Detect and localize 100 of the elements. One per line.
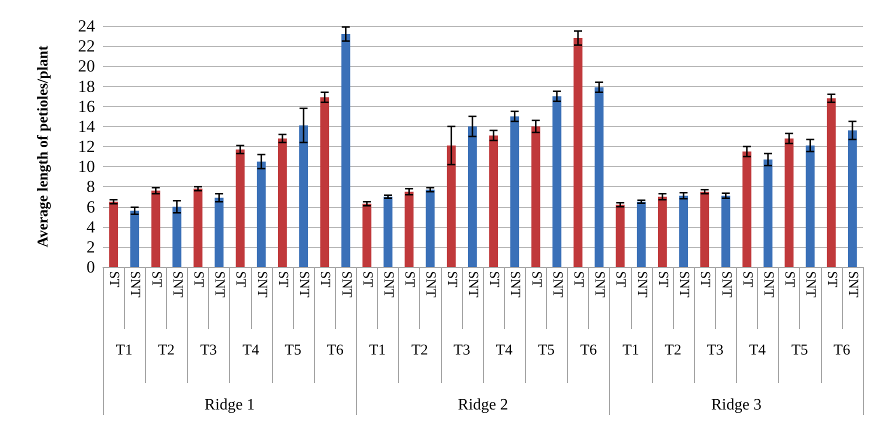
x-tick-label: SNT [549, 271, 564, 298]
x-tick-label: SNT [802, 271, 818, 298]
text: T4 [242, 342, 260, 358]
text: T1 [369, 342, 386, 358]
bar [426, 190, 435, 267]
x-tick-label: ST [148, 271, 164, 288]
bar [214, 198, 224, 267]
bar [468, 126, 477, 267]
bar [616, 204, 625, 267]
text: T6 [580, 342, 598, 358]
bar [510, 116, 520, 267]
bar [784, 138, 794, 267]
x-tick-label: SNT [676, 271, 692, 298]
x-tick-label: SNT [212, 271, 227, 298]
x-tick-label: ST [654, 271, 670, 288]
text: T1 [622, 342, 640, 358]
bar [826, 98, 836, 267]
y-tick-label: 24 [78, 16, 96, 36]
y-tick-label: 22 [78, 36, 95, 56]
x-tick-label: SNT [507, 271, 522, 298]
x-tick-label: SNT [634, 271, 649, 298]
x-tick-label: ST [232, 271, 248, 288]
bar [341, 34, 350, 267]
x-tick-label: ST [274, 271, 290, 288]
x-tick-label: ST [106, 271, 122, 288]
text: Ridge 1 [204, 396, 255, 414]
bar [574, 38, 582, 267]
x-tick-label: SNT [718, 271, 734, 298]
x-tick-label: SNT [296, 271, 312, 298]
bar [299, 125, 308, 267]
x-tick-label: ST [782, 271, 797, 288]
x-tick-label: SNT [338, 271, 354, 298]
bar [552, 96, 562, 267]
bar [278, 138, 287, 267]
bar [384, 196, 392, 267]
bar [236, 150, 245, 267]
bar [636, 202, 646, 267]
y-tick-label: 14 [78, 116, 96, 136]
text: T4 [749, 342, 766, 358]
bar [109, 202, 118, 267]
x-tick-label: ST [190, 271, 206, 288]
text: T3 [200, 342, 217, 358]
x-tick-label: ST [612, 271, 628, 288]
y-tick-label: 12 [78, 137, 95, 156]
x-tick-label: SNT [844, 271, 860, 298]
bar [256, 162, 266, 267]
x-tick-label: ST [486, 271, 502, 288]
text: T5 [538, 342, 555, 358]
bar [404, 192, 414, 267]
text: T3 [454, 342, 470, 358]
y-tick-label: 2 [86, 237, 95, 256]
text: T5 [284, 342, 302, 358]
y-tick-label: 0 [86, 258, 95, 276]
y-tick-label: 6 [86, 197, 95, 216]
x-tick-label: SNT [169, 271, 184, 298]
text: T6 [834, 342, 851, 358]
text: Ridge 3 [711, 396, 762, 414]
x-tick-label: ST [570, 271, 586, 288]
text: T2 [158, 342, 175, 358]
x-tick-label: SNT [760, 271, 776, 298]
text: T1 [116, 342, 132, 358]
bar [700, 192, 710, 267]
text: T6 [326, 342, 344, 358]
y-axis-title: Average length of petioles/plant [36, 46, 52, 248]
bar [806, 145, 815, 267]
text: Ridge 2 [458, 396, 508, 414]
bar [721, 196, 730, 267]
x-tick-label: ST [402, 271, 417, 288]
text: T5 [791, 342, 808, 358]
text: T3 [706, 342, 724, 358]
x-tick-label: ST [359, 271, 374, 288]
bar [446, 145, 456, 267]
x-tick-label: SNT [422, 271, 438, 298]
bar [194, 188, 202, 267]
x-tick-label: SNT [380, 271, 396, 298]
bar [489, 135, 498, 267]
bar [742, 152, 752, 267]
bar [130, 210, 140, 267]
bar [658, 196, 667, 267]
x-tick-label: SNT [254, 271, 269, 298]
bar [764, 160, 772, 267]
x-tick-label: SNT [592, 271, 607, 298]
y-tick-label: 16 [78, 96, 95, 116]
x-tick-label: ST [824, 271, 839, 288]
bar [531, 126, 540, 267]
y-tick-label: 8 [86, 177, 95, 196]
x-tick-label: SNT [127, 271, 142, 298]
bar [848, 130, 857, 267]
x-tick-label: SNT [464, 271, 480, 298]
x-tick-label: ST [444, 271, 459, 288]
bar [151, 190, 160, 267]
y-tick-label: 18 [78, 76, 95, 96]
x-tick-label: ST [697, 271, 712, 288]
bar [320, 97, 330, 267]
text: T2 [411, 342, 428, 358]
y-tick-label: 10 [78, 157, 95, 176]
x-tick-label: ST [317, 271, 332, 288]
y-tick-label: 20 [78, 56, 95, 76]
text: T4 [496, 342, 513, 358]
bar [172, 206, 182, 267]
